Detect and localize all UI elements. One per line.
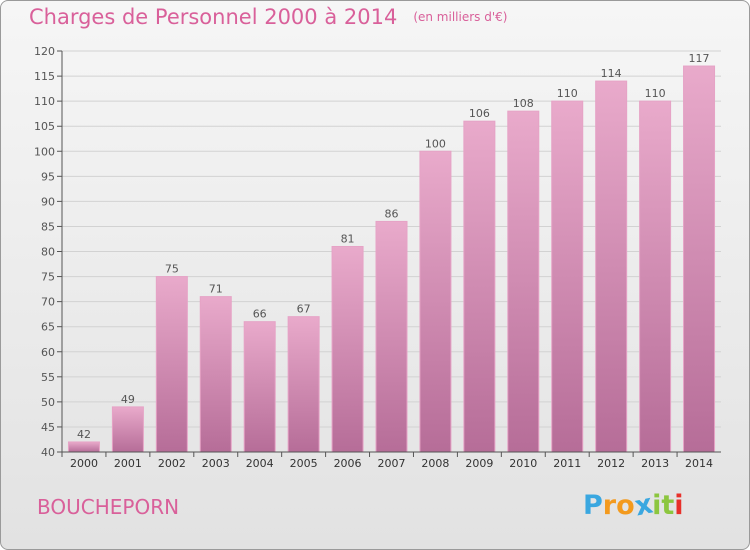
y-tick-label: 40 (41, 446, 55, 459)
x-tick-label: 2004 (246, 457, 274, 470)
data-label: 106 (469, 107, 490, 120)
logo-letter: i (674, 490, 684, 521)
bar-2012 (595, 80, 628, 453)
axes: 40 45 50 55 60 65 70 75 80 85 90 95 100 105 110 115 120 2… (34, 45, 721, 470)
y-tick-label: 55 (41, 371, 55, 384)
data-label: 117 (689, 52, 710, 65)
data-label: 100 (425, 137, 446, 150)
data-label: 110 (557, 87, 578, 100)
bar-2004 (243, 321, 276, 453)
data-label: 75 (165, 263, 179, 276)
logo-letter: P (583, 490, 603, 521)
logo-letter: t (661, 490, 675, 521)
bar-2013 (639, 100, 672, 453)
x-tick-label: 2005 (290, 457, 318, 470)
bar-2009 (463, 120, 496, 453)
logo-letter: o (616, 490, 635, 521)
bars (67, 65, 716, 453)
data-label: 110 (645, 87, 666, 100)
proxiti-logo: Proxiti (583, 489, 684, 523)
y-tick-label: 110 (34, 95, 55, 108)
title-text: Charges de Personnel 2000 à 2014 (29, 5, 398, 29)
y-tick-label: 100 (34, 145, 55, 158)
data-label: 81 (341, 232, 355, 245)
x-tick-label: 2008 (421, 457, 449, 470)
data-label: 114 (601, 67, 622, 80)
data-labels: 42 49 75 71 66 67 81 86 100 106 108 110 114 110 117 (77, 52, 710, 441)
x-tick-label: 2006 (334, 457, 362, 470)
data-label: 108 (513, 97, 534, 110)
data-label: 49 (121, 393, 135, 406)
data-label: 66 (253, 308, 267, 321)
y-tick-label: 105 (34, 120, 55, 133)
y-tick-label: 45 (41, 421, 55, 434)
bar-2011 (551, 100, 584, 453)
y-tick-label: 115 (34, 70, 55, 83)
y-tick-label: 75 (41, 271, 55, 284)
x-tick-label: 2000 (70, 457, 98, 470)
x-tick-label: 2002 (158, 457, 186, 470)
data-label: 67 (297, 303, 311, 316)
y-tick-label: 85 (41, 220, 55, 233)
x-tick-label: 2007 (378, 457, 406, 470)
y-tick-label: 120 (34, 45, 55, 58)
logo-letter: r (602, 490, 617, 521)
x-tick-label: 2010 (509, 457, 537, 470)
bar-2003 (199, 296, 232, 453)
y-tick-label: 80 (41, 246, 55, 259)
data-label: 71 (209, 283, 223, 296)
x-tick-label: 2003 (202, 457, 230, 470)
y-tick-label: 70 (41, 296, 55, 309)
logo-letter: i (652, 490, 662, 521)
x-tick-label: 2014 (685, 457, 713, 470)
bar-2000 (67, 441, 100, 453)
bar-2001 (111, 406, 144, 453)
y-tick-label: 50 (41, 396, 55, 409)
data-label: 42 (77, 428, 91, 441)
y-tick-label: 60 (41, 346, 55, 359)
bar-2005 (287, 316, 320, 453)
commune-name: BOUCHEPORN (37, 495, 180, 519)
y-tick-label: 65 (41, 321, 55, 334)
x-tick-label: 2009 (465, 457, 493, 470)
chart-subtitle: (en milliers d'€) (413, 10, 508, 24)
chart-title: Charges de Personnel 2000 à 2014 (en mill… (29, 5, 507, 29)
bar-2006 (331, 245, 364, 453)
x-tick-label: 2013 (641, 457, 669, 470)
y-tick-label: 90 (41, 195, 55, 208)
bar-2002 (155, 276, 188, 453)
x-tick-label: 2012 (597, 457, 625, 470)
x-tick-label: 2011 (553, 457, 581, 470)
bar-2014 (683, 65, 716, 453)
data-label: 86 (385, 207, 399, 220)
x-tick-label: 2001 (114, 457, 142, 470)
bar-2007 (375, 220, 408, 453)
bar-2010 (507, 110, 540, 453)
y-tick-label: 95 (41, 170, 55, 183)
bar-2008 (419, 150, 452, 453)
